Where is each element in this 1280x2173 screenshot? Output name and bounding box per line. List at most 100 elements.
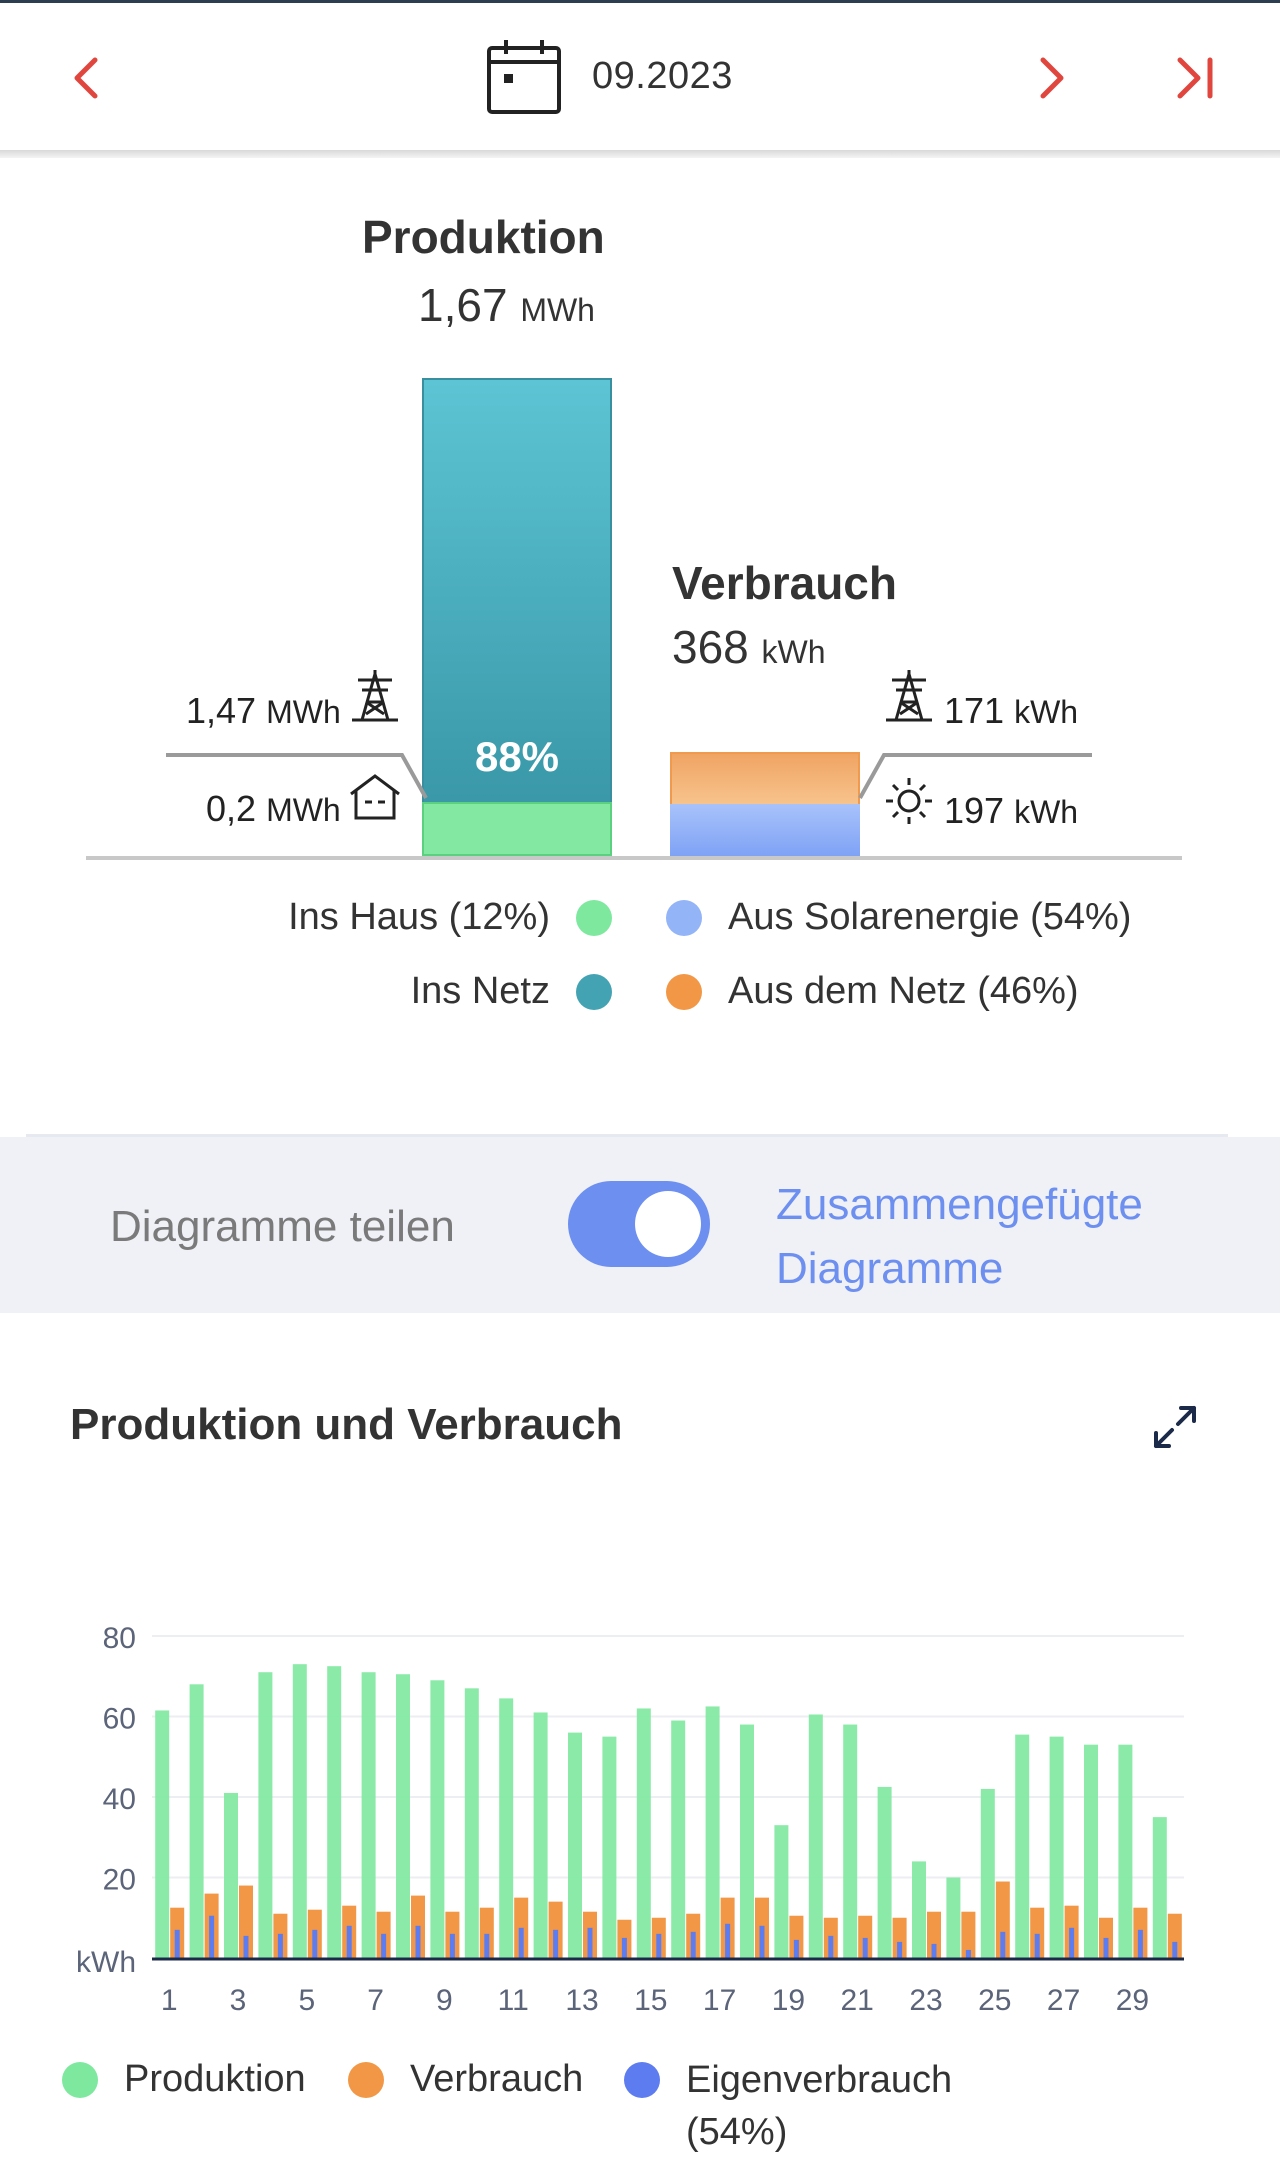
chart-legend-produktion-dot: [62, 2062, 98, 2098]
bar-ins-netz: [422, 378, 612, 802]
bar-verbrauch: [479, 1907, 494, 1958]
split-diagrams-label[interactable]: Diagramme teilen: [110, 1202, 455, 1251]
diagram-mode-switch[interactable]: [568, 1181, 710, 1267]
bar-eigenverbrauch: [449, 1933, 455, 1958]
production-total-unit: MWh: [520, 292, 595, 328]
merged-diagrams-label-line2: Diagramme: [776, 1244, 1004, 1293]
x-tick-label: 13: [565, 1984, 598, 2017]
chart-title: Produktion und Verbrauch: [70, 1400, 623, 1449]
from-solar-unit: kWh: [1014, 794, 1079, 830]
bar-produktion: [877, 1786, 892, 1958]
bar-produktion: [533, 1712, 548, 1958]
y-tick-label: 20: [103, 1864, 136, 1897]
x-tick-label: 9: [436, 1984, 453, 2017]
y-tick-label: 40: [103, 1783, 136, 1816]
x-tick-label: 27: [1047, 1984, 1080, 2017]
bar-verbrauch: [858, 1915, 873, 1958]
skip-to-end-icon: [1177, 57, 1213, 99]
diagram-mode-toggle-bar: Diagramme teilen Zusammengefügte Diagram…: [0, 1137, 1280, 1313]
x-tick-label: 21: [841, 1984, 874, 2017]
chevron-right-icon: [1040, 57, 1064, 99]
consumption-total-value: 368: [672, 621, 749, 673]
bar-eigenverbrauch: [415, 1925, 421, 1958]
to-house-unit: MWh: [266, 792, 341, 828]
summary-baseline: [86, 856, 1182, 860]
bar-produktion: [705, 1706, 720, 1958]
bar-produktion: [464, 1688, 479, 1958]
x-tick-label: 25: [978, 1984, 1011, 2017]
bar-ins-haus: [422, 802, 612, 856]
bar-produktion: [1049, 1736, 1064, 1958]
production-total-value: 1,67: [418, 279, 508, 331]
power-pylon-icon: [886, 670, 932, 722]
bar-eigenverbrauch: [1137, 1929, 1143, 1958]
from-solar-amount: 197 kWh: [944, 790, 1078, 832]
production-title: Produktion: [362, 211, 605, 263]
merged-diagrams-label[interactable]: Zusammengefügte Diagramme: [776, 1173, 1143, 1301]
expand-chart-button[interactable]: [1148, 1400, 1202, 1454]
bar-eigenverbrauch: [381, 1933, 387, 1958]
chart-legend-eigenverbrauch-line2: (54%): [686, 2111, 788, 2153]
latest-period-button[interactable]: [1166, 43, 1226, 113]
bar-verbrauch: [892, 1917, 907, 1958]
sun-icon: [886, 778, 932, 824]
bar-verbrauch: [548, 1901, 563, 1958]
x-tick-label: 15: [634, 1984, 667, 2017]
bar-eigenverbrauch: [553, 1929, 559, 1958]
date-navigation-header: 09.2023: [0, 3, 1280, 153]
bar-produktion: [808, 1714, 823, 1958]
bar-ins-netz-percent: 88%: [474, 733, 560, 780]
bar-produktion: [292, 1664, 307, 1958]
bar-eigenverbrauch: [690, 1931, 696, 1958]
from-grid-amount: 171 kWh: [944, 690, 1078, 732]
section-divider: [26, 1134, 1228, 1137]
power-pylon-icon: [352, 670, 398, 722]
x-tick-label: 29: [1116, 1984, 1149, 2017]
chart-legend-verbrauch-label: Verbrauch: [410, 2058, 584, 2100]
bar-eigenverbrauch: [931, 1943, 937, 1958]
bar-produktion: [774, 1825, 789, 1958]
bar-produktion: [740, 1724, 754, 1958]
bar-eigenverbrauch: [828, 1935, 834, 1958]
bar-eigenverbrauch: [793, 1939, 799, 1958]
to-house-value: 0,2: [206, 788, 257, 829]
chart-legend-verbrauch-dot: [348, 2062, 384, 2098]
calendar-icon: [487, 40, 561, 114]
bar-eigenverbrauch: [1034, 1933, 1040, 1958]
chart-legend-eigenverbrauch-dot: [624, 2062, 660, 2098]
selected-period[interactable]: 09.2023: [592, 55, 733, 97]
consumption-total-unit: kWh: [761, 634, 826, 670]
bar-produktion: [1015, 1734, 1030, 1958]
bar-aus-solarenergie: [670, 804, 860, 856]
previous-period-button[interactable]: [60, 43, 110, 113]
bar-produktion: [636, 1708, 651, 1958]
x-tick-label: 19: [772, 1984, 805, 2017]
bar-produktion: [568, 1732, 582, 1958]
bar-eigenverbrauch: [1172, 1941, 1178, 1958]
chevron-left-icon: [74, 57, 98, 99]
energy-summary: Produktion 1,67 MWh 88% Verbrauch 368 kW…: [0, 158, 1280, 1134]
bar-eigenverbrauch: [312, 1929, 318, 1958]
header-divider: [0, 150, 1280, 158]
to-grid-amount: 1,47 MWh: [186, 690, 341, 732]
x-tick-label: 17: [703, 1984, 736, 2017]
legend-aus-solar-dot: [666, 900, 702, 936]
bar-eigenverbrauch: [243, 1935, 249, 1958]
next-period-button[interactable]: [1028, 43, 1078, 113]
bar-eigenverbrauch: [759, 1925, 765, 1958]
bar-produktion: [912, 1861, 926, 1958]
calendar-button[interactable]: [486, 38, 562, 116]
from-solar-value: 197: [944, 790, 1005, 831]
bar-produktion: [155, 1710, 170, 1958]
legend-aus-netz-dot: [666, 974, 702, 1010]
merged-diagrams-label-line1: Zusammengefügte: [776, 1180, 1143, 1229]
bar-eigenverbrauch: [965, 1949, 971, 1958]
bar-eigenverbrauch: [587, 1927, 593, 1958]
chart-legend-produktion-label: Produktion: [124, 2058, 306, 2100]
x-tick-label: 3: [230, 1984, 247, 2017]
x-tick-label: 1: [161, 1984, 178, 2017]
bar-eigenverbrauch: [725, 1923, 731, 1958]
bar-eigenverbrauch: [897, 1941, 903, 1958]
bar-eigenverbrauch: [518, 1927, 524, 1958]
